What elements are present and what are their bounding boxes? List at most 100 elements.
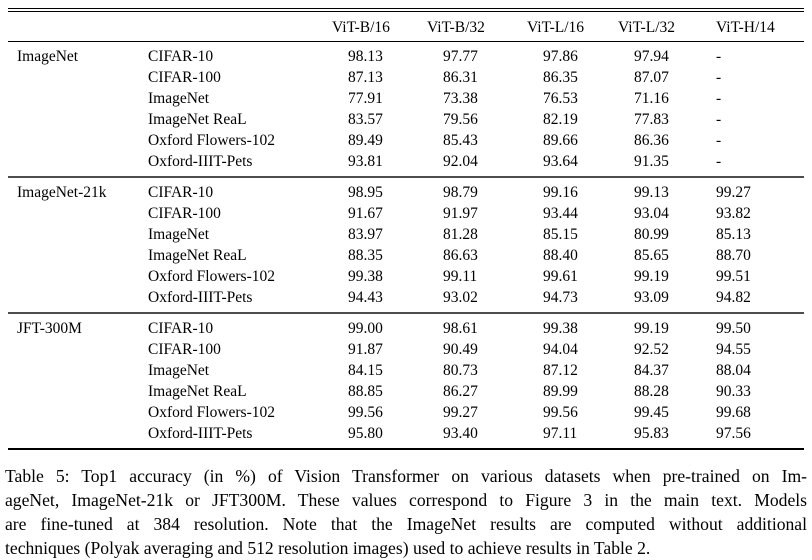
column-header-vit-l-32: ViT-L/32 <box>618 18 676 36</box>
dataset-label: CIFAR-10 <box>148 320 214 337</box>
value-cell: 97.11 <box>543 425 578 442</box>
value-cell: 87.13 <box>348 69 383 86</box>
pretraining-label: JFT-300M <box>17 320 82 337</box>
value-cell: 93.81 <box>348 153 383 170</box>
pretraining-label <box>8 151 148 177</box>
value-cell: 99.38 <box>543 320 578 337</box>
value-cell: 99.51 <box>716 268 751 285</box>
value-cell: 99.19 <box>634 268 669 285</box>
value-cell: - <box>716 153 722 170</box>
table-row: Oxford Flowers-102 89.49 85.43 89.66 86.36 - <box>8 130 804 151</box>
value-cell: 99.16 <box>543 184 578 201</box>
value-cell: 93.09 <box>634 289 669 306</box>
table-caption: Table 5: Top1 accuracy (in %) of Vision … <box>5 464 807 560</box>
value-cell: 93.40 <box>443 425 478 442</box>
caption-line-3: are fine-tuned at 384 resolution. Note t… <box>5 514 807 534</box>
table-row: ImageNet 84.15 80.73 87.12 84.37 88.04 <box>8 360 804 381</box>
pretraining-label <box>8 130 148 151</box>
value-cell: 80.99 <box>634 226 669 243</box>
value-cell: 86.35 <box>543 69 578 86</box>
value-cell: 71.16 <box>634 90 669 107</box>
table-row: CIFAR-100 91.87 90.49 94.04 92.52 94.55 <box>8 339 804 360</box>
value-cell: 91.67 <box>348 205 383 222</box>
value-cell: 94.04 <box>543 341 578 358</box>
value-cell: 99.56 <box>348 404 383 421</box>
table-row: ImageNet ReaL 88.85 86.27 89.99 88.28 90.33 <box>8 381 804 402</box>
dataset-label: Oxford Flowers-102 <box>148 132 275 149</box>
results-table-wrapper: ViT-B/16 ViT-B/32 ViT-L/16 ViT-L/32 ViT-H/14… <box>8 8 804 450</box>
pretraining-label <box>8 360 148 381</box>
value-cell: 93.64 <box>543 153 578 170</box>
value-cell: 88.40 <box>543 247 578 264</box>
value-cell: - <box>716 111 722 128</box>
value-cell: 93.44 <box>543 205 578 222</box>
value-cell: 82.19 <box>543 111 578 128</box>
value-cell: 73.38 <box>443 90 478 107</box>
value-cell: 99.38 <box>348 268 383 285</box>
table-row: ImageNet ReaL 83.57 79.56 82.19 77.83 - <box>8 109 804 130</box>
value-cell: 92.52 <box>634 341 669 358</box>
value-cell: 84.15 <box>348 362 383 379</box>
value-cell: 81.28 <box>443 226 478 243</box>
value-cell: 89.66 <box>543 132 578 149</box>
dataset-label: ImageNet <box>148 362 210 379</box>
value-cell: 89.99 <box>543 383 578 400</box>
table-header: ViT-B/16 ViT-B/32 ViT-L/16 ViT-L/32 ViT-H/14 <box>8 10 804 42</box>
value-cell: 99.00 <box>348 320 383 337</box>
value-cell: 76.53 <box>543 90 578 107</box>
dataset-label: ImageNet <box>148 226 210 243</box>
header-row: ViT-B/16 ViT-B/32 ViT-L/16 ViT-L/32 ViT-H/14 <box>8 10 804 42</box>
value-cell: 94.55 <box>716 341 751 358</box>
value-cell: 86.63 <box>443 247 478 264</box>
value-cell: 93.02 <box>443 289 478 306</box>
column-header-vit-b-32: ViT-B/32 <box>427 18 485 36</box>
value-cell: 90.49 <box>443 341 478 358</box>
pretraining-label <box>8 266 148 287</box>
table-row: Oxford Flowers-102 99.56 99.27 99.56 99.45 99… <box>8 402 804 423</box>
value-cell: 88.70 <box>716 247 751 264</box>
value-cell: 85.13 <box>716 226 751 243</box>
dataset-label: CIFAR-100 <box>148 69 221 86</box>
caption-line-1: Table 5: Top1 accuracy (in %) of Vision … <box>5 466 807 486</box>
table-row: Oxford-IIIT-Pets 95.80 93.40 97.11 95.83 97.5… <box>8 423 804 449</box>
pretraining-label <box>8 339 148 360</box>
caption-line-4: techniques (Polyak averaging and 512 res… <box>5 538 651 558</box>
value-cell: 99.61 <box>543 268 578 285</box>
dataset-label: Oxford Flowers-102 <box>148 268 275 285</box>
value-cell: 77.91 <box>348 90 383 107</box>
table-row: ImageNet 77.91 73.38 76.53 71.16 - <box>8 88 804 109</box>
value-cell: 90.33 <box>716 383 751 400</box>
header-empty-dataset <box>148 10 332 42</box>
column-header-vit-h-14: ViT-H/14 <box>716 18 775 36</box>
table-row: JFT-300M CIFAR-10 99.00 98.61 99.38 99.19 99.5… <box>8 313 804 339</box>
dataset-label: ImageNet ReaL <box>148 247 247 264</box>
value-cell: 94.82 <box>716 289 751 306</box>
value-cell: 99.50 <box>716 320 751 337</box>
value-cell: 77.83 <box>634 111 669 128</box>
dataset-label: Oxford-IIIT-Pets <box>148 289 253 306</box>
value-cell: 99.27 <box>443 404 478 421</box>
value-cell: 91.87 <box>348 341 383 358</box>
value-cell: - <box>716 132 722 149</box>
group-imagenet: ImageNet CIFAR-10 98.13 97.77 97.86 97.94- CIF… <box>8 42 804 178</box>
pretraining-label <box>8 109 148 130</box>
table-row: ImageNet ReaL 88.35 86.63 88.40 85.65 88.70 <box>8 245 804 266</box>
value-cell: 99.45 <box>634 404 669 421</box>
table-row: Oxford-IIIT-Pets 94.43 93.02 94.73 93.09 94.8… <box>8 287 804 313</box>
dataset-label: CIFAR-10 <box>148 184 214 201</box>
value-cell: 97.86 <box>543 48 578 65</box>
value-cell: 99.56 <box>543 404 578 421</box>
pretraining-label <box>8 423 148 449</box>
table-row: ImageNet-21k CIFAR-10 98.95 98.79 99.16 99.13… <box>8 177 804 203</box>
value-cell: - <box>716 48 722 65</box>
value-cell: 83.57 <box>348 111 383 128</box>
pretraining-label <box>8 224 148 245</box>
value-cell: 80.73 <box>443 362 478 379</box>
value-cell: 91.35 <box>634 153 669 170</box>
value-cell: 86.36 <box>634 132 669 149</box>
value-cell: 98.79 <box>443 184 478 201</box>
table-row: ImageNet CIFAR-10 98.13 97.77 97.86 97.94 - <box>8 42 804 68</box>
group-imagenet-21k: ImageNet-21k CIFAR-10 98.95 98.79 99.16 99.13… <box>8 177 804 313</box>
value-cell: 98.13 <box>348 48 383 65</box>
